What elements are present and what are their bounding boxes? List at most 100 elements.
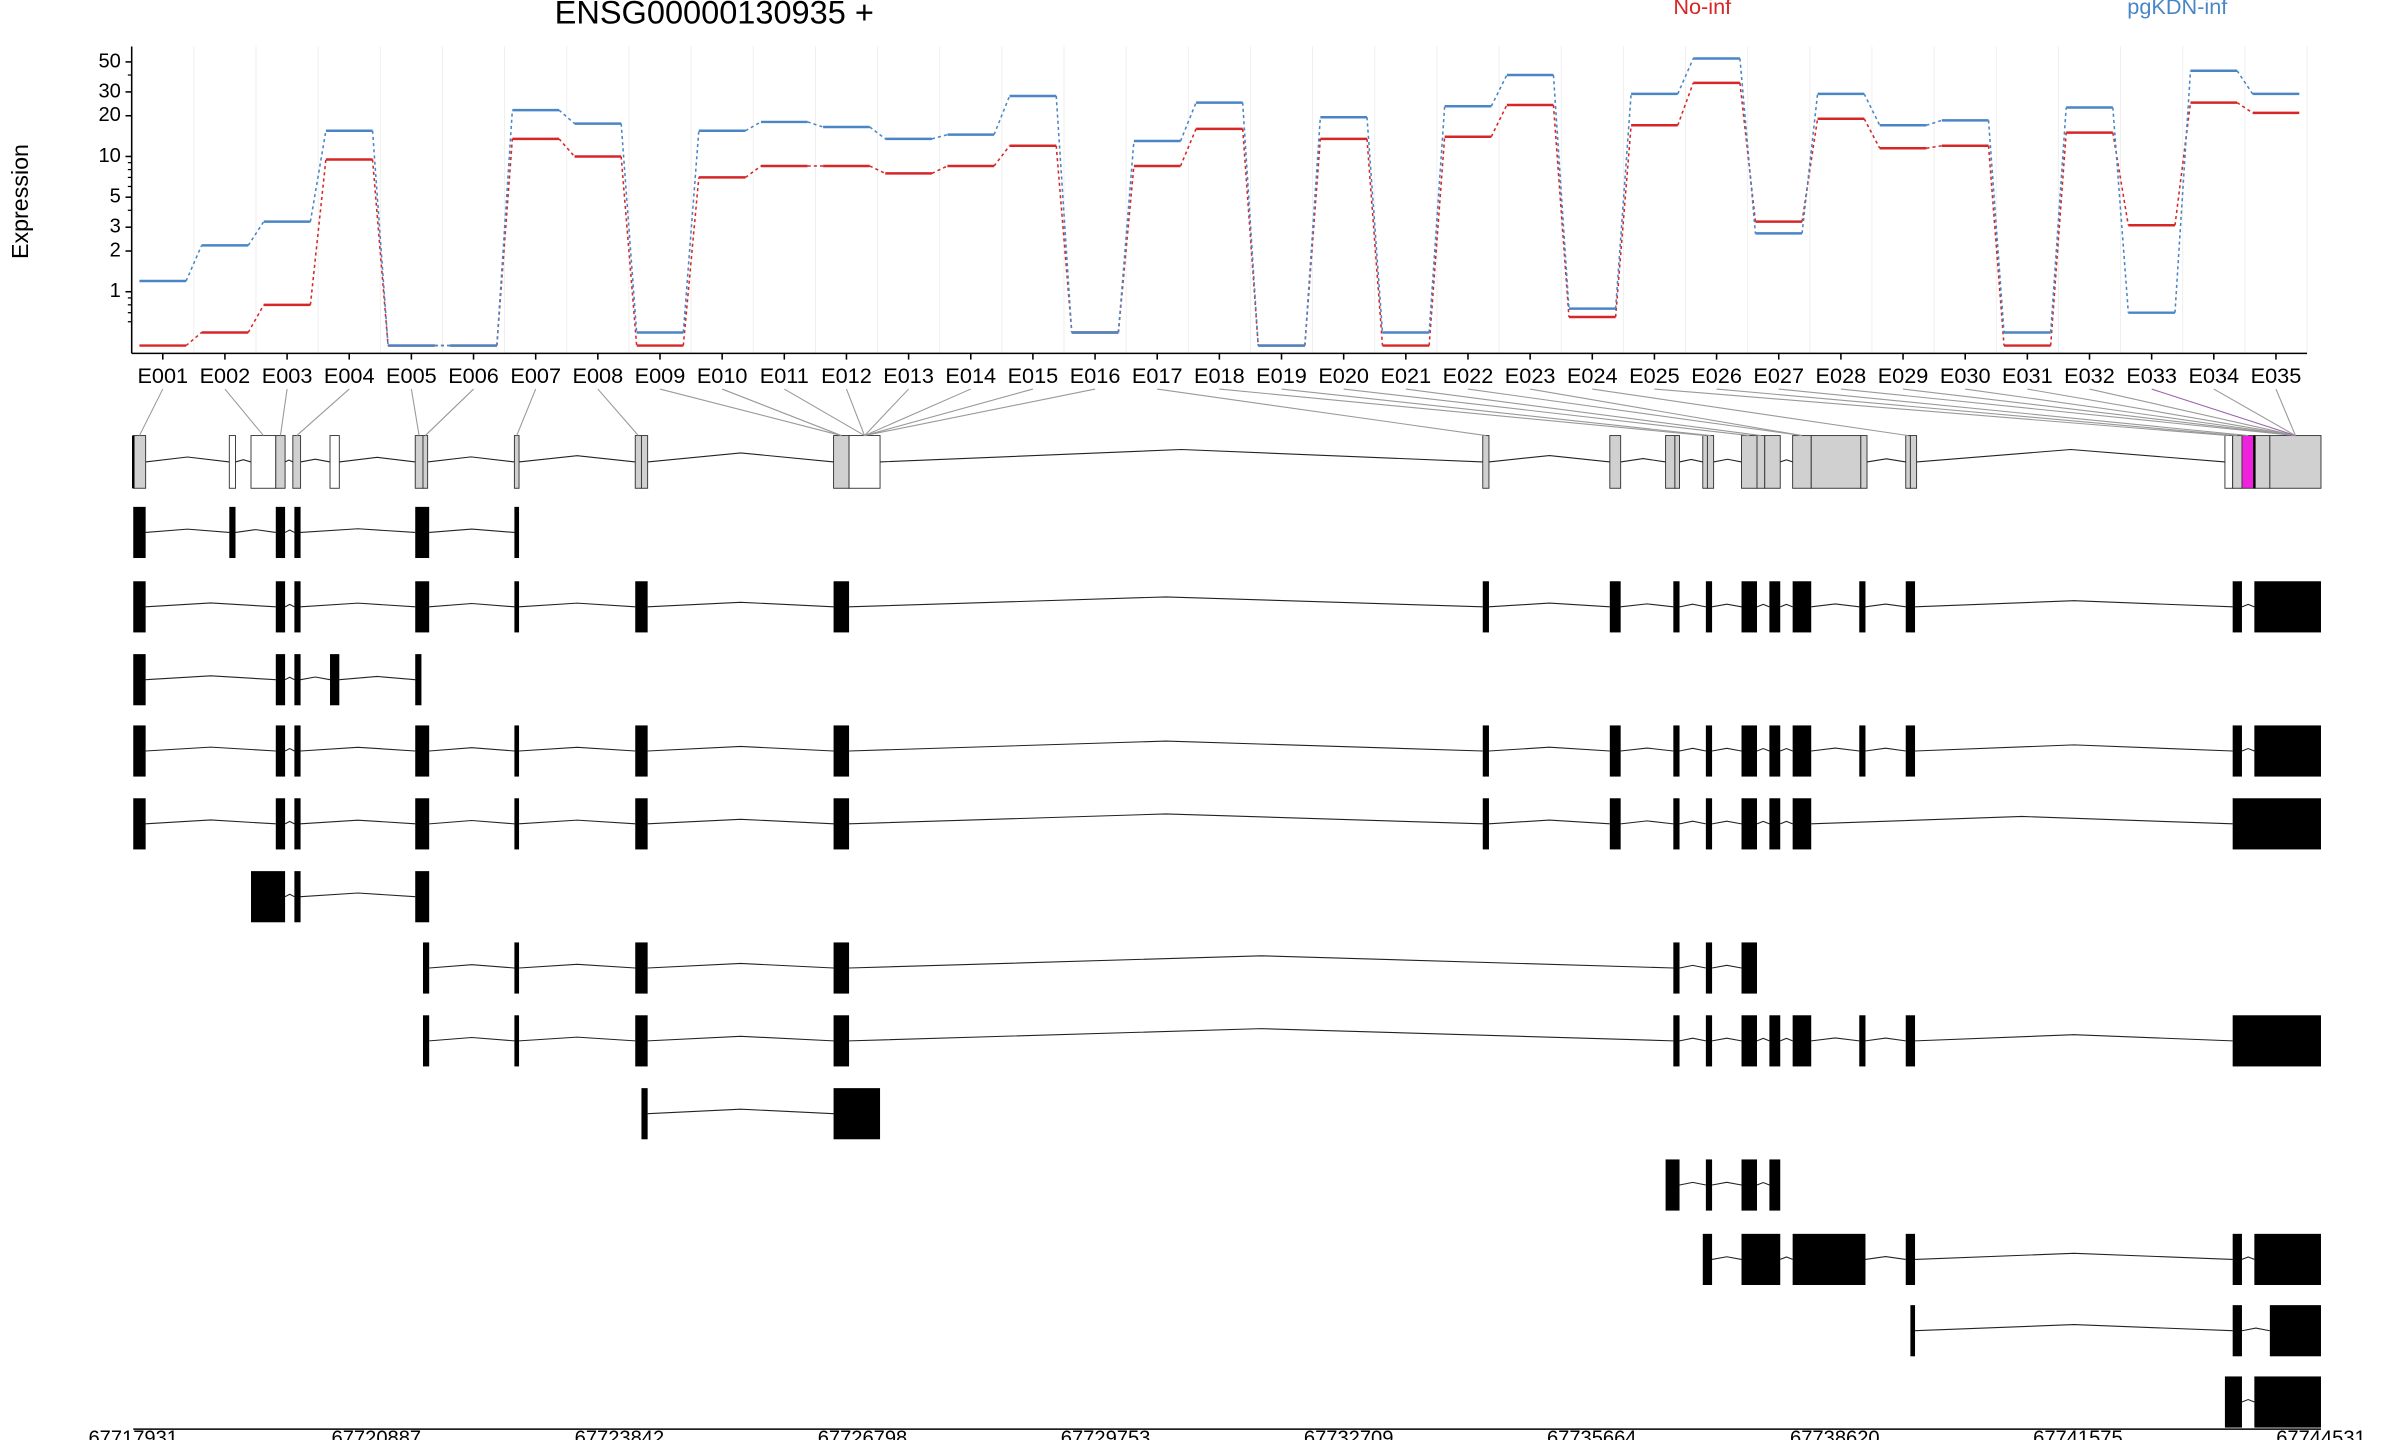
exon-label: E027 — [1753, 363, 1804, 388]
exon-bin — [329, 435, 340, 489]
exon-bin — [414, 435, 424, 489]
connector-line — [309, 130, 327, 222]
y-tick-label: 50 — [98, 50, 120, 72]
intron-line — [284, 820, 295, 825]
intron-line — [300, 528, 416, 533]
exon-label: E034 — [2188, 363, 2239, 388]
exon-block — [1769, 581, 1781, 633]
bin-link-line — [1592, 388, 1909, 437]
transcript-model — [422, 942, 1758, 994]
connector-line — [931, 165, 948, 175]
intron-line — [145, 746, 276, 752]
connector-line — [1863, 118, 1881, 149]
connector-line — [1677, 82, 1694, 126]
intron-line — [1811, 815, 2233, 825]
legend-pgkdn-inf: pgKDN-inf — [2127, 0, 2228, 19]
bin-link-line — [864, 388, 909, 436]
exon-label: E015 — [1008, 363, 1059, 388]
intron-line — [1915, 1324, 2233, 1332]
transcript-models — [133, 506, 2321, 1428]
intron-line — [300, 819, 416, 825]
exon-block — [635, 798, 648, 850]
exon-block — [133, 654, 146, 706]
transcript-model — [2224, 1376, 2321, 1428]
genomic-position-label: 67735664 — [1547, 1428, 1637, 1440]
y-tick-label: 10 — [98, 145, 120, 167]
intron-line — [1811, 1037, 1860, 1042]
y-tick-label: 1 — [110, 280, 121, 302]
intron-line — [284, 529, 295, 533]
intron-line — [647, 745, 834, 752]
connector-line — [1179, 128, 1197, 167]
intron-line — [1711, 1037, 1742, 1042]
exon-bin — [292, 435, 302, 489]
intron-line — [1488, 602, 1610, 608]
exon-label: E030 — [1940, 363, 1991, 388]
transcript-model — [133, 725, 2321, 777]
intron-line — [519, 1036, 636, 1042]
exon-block — [833, 581, 850, 633]
exon-block — [2224, 1376, 2242, 1428]
exon-block — [2232, 798, 2321, 850]
connector-line — [1987, 120, 2005, 333]
exon-label: E025 — [1629, 363, 1680, 388]
intron-line — [145, 602, 276, 608]
exon-block — [1609, 581, 1621, 633]
exon-block — [635, 725, 648, 777]
connector-line — [371, 159, 389, 346]
bin-link-line — [1467, 388, 1803, 437]
exon-block — [514, 725, 520, 777]
exon-block — [1859, 725, 1866, 777]
transcript-model — [251, 871, 430, 923]
exon-block — [1705, 798, 1713, 850]
intron-line — [429, 819, 515, 825]
exon-block — [2254, 1233, 2321, 1285]
bin-link-line — [1840, 388, 2296, 437]
intron-line — [284, 603, 295, 608]
chart-title: ENSG00000130935 + — [555, 0, 874, 30]
exon-block — [275, 506, 286, 559]
exon-bin — [848, 435, 881, 489]
intron-line — [849, 955, 1674, 969]
exon-label: E012 — [821, 363, 872, 388]
exon-block — [1705, 581, 1713, 633]
exon-bin — [1909, 435, 1918, 489]
exon-bin — [1665, 435, 1676, 489]
exon-block — [294, 871, 301, 923]
exon-block — [1859, 581, 1866, 633]
intron-line — [647, 1108, 834, 1115]
genomic-position-label: 67720887 — [332, 1428, 422, 1440]
exon-label: E035 — [2251, 363, 2302, 388]
intron-line — [647, 962, 834, 969]
exon-label: E010 — [697, 363, 748, 388]
exon-label: E013 — [883, 363, 934, 388]
intron-line — [519, 746, 636, 752]
exon-bin — [1810, 435, 1862, 489]
intron-line — [284, 747, 295, 752]
intron-line — [1488, 819, 1610, 825]
exon-block — [2232, 581, 2242, 633]
intron-line — [1915, 1034, 2233, 1042]
exon-bin — [1674, 435, 1680, 489]
bin-link-line — [296, 388, 350, 436]
intron-line — [1865, 603, 1906, 608]
intron-line — [1711, 964, 1742, 969]
intron-line — [1679, 964, 1706, 969]
exon-block — [415, 725, 430, 777]
connector-line — [2236, 70, 2254, 95]
exon-bin — [422, 435, 429, 489]
intron-line — [145, 456, 230, 463]
intron-line — [284, 676, 295, 681]
bin-link-line — [864, 388, 1096, 437]
intron-line — [2241, 603, 2255, 608]
connector-line — [247, 221, 265, 246]
exon-bin — [1792, 435, 1812, 489]
intron-line — [235, 459, 252, 463]
exon-block — [514, 581, 520, 633]
exon-block — [2254, 725, 2321, 777]
exon-block — [294, 506, 301, 559]
intron-line — [1620, 458, 1666, 463]
exon-bin — [513, 435, 520, 489]
exon-block — [1482, 798, 1489, 850]
